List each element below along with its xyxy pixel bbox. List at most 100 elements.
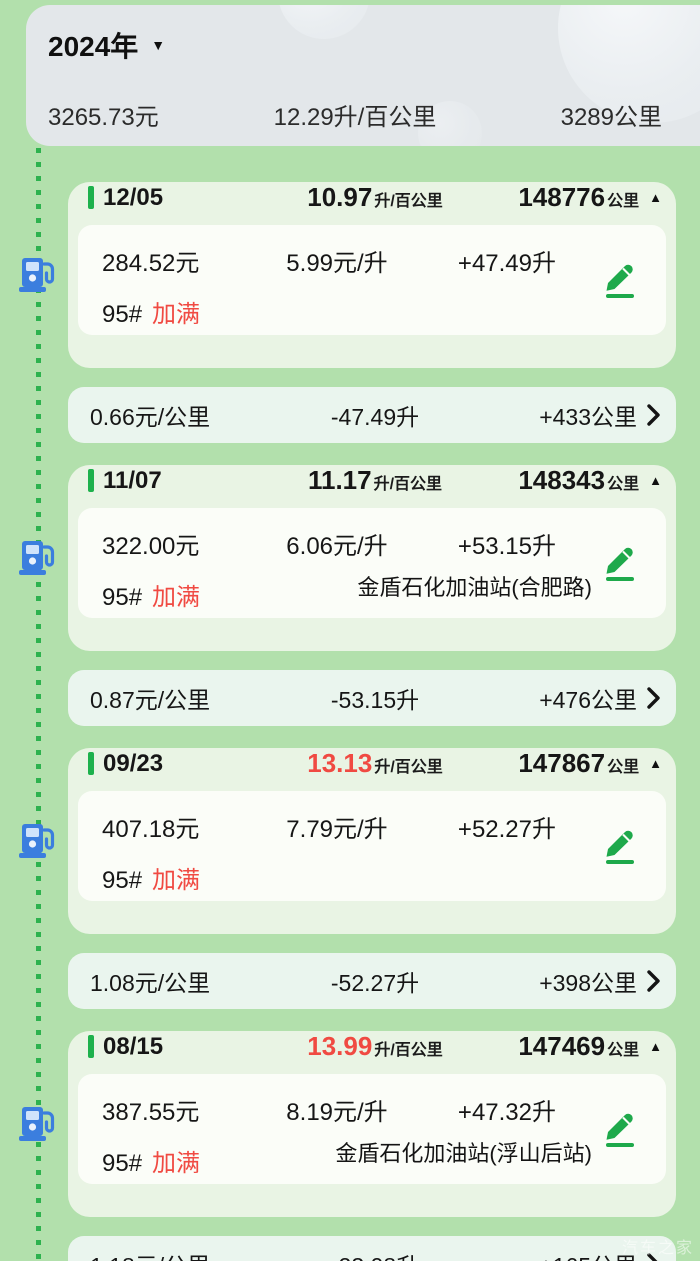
decor-bubble bbox=[418, 101, 482, 146]
record-card-header: 08/15 13.99 升/百公里 147469 公里 ▲ bbox=[68, 1031, 676, 1062]
record-card: 09/23 13.13 升/百公里 147867 公里 ▲ 407.18元 bbox=[68, 748, 676, 934]
record-card: 11/07 11.17 升/百公里 148343 公里 ▲ 322.00元 bbox=[68, 465, 676, 651]
record-card-header: 09/23 13.13 升/百公里 147867 公里 ▲ bbox=[68, 748, 676, 779]
fuel-used: -47.49升 bbox=[330, 404, 420, 430]
total-cost: 3265.73元 bbox=[48, 104, 159, 131]
distance-gain-wrap: +433公里 bbox=[539, 398, 660, 432]
distance-gain: +398公里 bbox=[539, 970, 637, 996]
distance-gain-wrap: +398公里 bbox=[539, 964, 660, 998]
collapse-toggle[interactable]: 148343 公里 ▲ bbox=[518, 465, 662, 496]
fill-cost: 284.52元 bbox=[102, 250, 200, 277]
fuel-added: +47.32升 bbox=[457, 1099, 556, 1126]
consumption-unit: 升/百公里 bbox=[374, 193, 443, 210]
chevron-right-icon bbox=[647, 1253, 658, 1261]
year-dropdown[interactable]: 2024年 ▼ bbox=[48, 25, 165, 65]
distance-gain: +433公里 bbox=[539, 404, 637, 430]
odometer-value: 148343 bbox=[518, 465, 606, 495]
record-date: 09/23 bbox=[88, 750, 163, 778]
fuel-record: 12/05 10.97 升/百公里 148776 公里 ▲ 284.52元 bbox=[19, 182, 676, 443]
fuel-record: 11/07 11.17 升/百公里 148343 公里 ▲ 322.00元 bbox=[19, 465, 676, 726]
record-consumption: 13.99 升/百公里 bbox=[307, 1031, 443, 1062]
caret-up-icon: ▲ bbox=[649, 190, 662, 205]
station-name: 金盾石化加油站(合肥路) bbox=[357, 575, 592, 600]
edit-record-button[interactable] bbox=[600, 819, 640, 865]
odometer-unit: 公里 bbox=[607, 759, 640, 776]
fuel-pump-icon bbox=[19, 820, 55, 860]
date-text: 11/07 bbox=[103, 466, 162, 494]
detail-row-amounts: 284.52元 5.99元/升 +47.49升 bbox=[102, 243, 642, 278]
total-distance: 3289公里 bbox=[560, 104, 662, 131]
consumption-value: 13.99 bbox=[307, 1031, 373, 1061]
collapse-toggle[interactable]: 147867 公里 ▲ bbox=[518, 748, 662, 779]
collapse-toggle[interactable]: 147469 公里 ▲ bbox=[518, 1031, 662, 1062]
detail-row-grade: 95# 加满 bbox=[102, 294, 642, 329]
distance-gain: +476公里 bbox=[539, 687, 637, 713]
consumption-value: 11.17 bbox=[307, 465, 372, 495]
record-consumption: 11.17 升/百公里 bbox=[308, 465, 442, 496]
record-footer-row[interactable]: 0.87元/公里 -53.15升 +476公里 bbox=[68, 670, 676, 726]
record-list: 12/05 10.97 升/百公里 148776 公里 ▲ 284.52元 bbox=[19, 160, 676, 1261]
record-card: 08/15 13.99 升/百公里 147469 公里 ▲ 387.55元 bbox=[68, 1031, 676, 1217]
caret-up-icon: ▲ bbox=[649, 473, 662, 488]
chevron-right-icon bbox=[647, 970, 660, 992]
odometer-value: 147469 bbox=[518, 1031, 606, 1061]
date-text: 09/23 bbox=[103, 749, 164, 777]
consumption-value: 10.97 bbox=[307, 182, 373, 212]
odometer-unit: 公里 bbox=[607, 193, 640, 210]
record-card-header: 12/05 10.97 升/百公里 148776 公里 ▲ bbox=[68, 182, 676, 213]
fill-type-badge: 加满 bbox=[152, 1150, 201, 1177]
odometer-unit: 公里 bbox=[607, 1042, 640, 1059]
date-text: 12/05 bbox=[103, 183, 164, 211]
consumption-unit: 升/百公里 bbox=[373, 476, 443, 493]
fill-type-badge: 加满 bbox=[152, 301, 201, 328]
decor-bubble bbox=[278, 5, 370, 39]
chevron-right-icon bbox=[647, 404, 660, 426]
consumption-value: 13.13 bbox=[307, 748, 373, 778]
cost-per-km: 0.87元/公里 bbox=[90, 687, 211, 713]
fill-type-badge: 加满 bbox=[152, 584, 201, 611]
record-consumption: 13.13 升/百公里 bbox=[307, 748, 443, 779]
consumption-unit: 升/百公里 bbox=[374, 759, 443, 776]
distance-gain-wrap: +476公里 bbox=[539, 681, 660, 715]
fuel-added: +53.15升 bbox=[457, 533, 556, 560]
consumption-unit: 升/百公里 bbox=[374, 1042, 443, 1059]
distance-gain: +165公里 bbox=[539, 1247, 637, 1261]
record-footer-row[interactable]: 1.18元/公里 -23.08升 +165公里 bbox=[68, 1236, 676, 1261]
caret-up-icon: ▲ bbox=[649, 1039, 662, 1054]
date-marker-bar bbox=[88, 469, 94, 492]
collapse-toggle[interactable]: 148776 公里 ▲ bbox=[518, 182, 662, 213]
fuel-record: 09/23 13.13 升/百公里 147867 公里 ▲ 407.18元 bbox=[19, 748, 676, 1009]
edit-record-button[interactable] bbox=[600, 536, 640, 582]
odometer-value: 148776 bbox=[518, 182, 606, 212]
unit-price: 8.19元/升 bbox=[286, 1099, 388, 1126]
timeline-rail bbox=[36, 148, 41, 1261]
detail-row-grade: 95# 加满 bbox=[102, 577, 642, 612]
fill-type-badge: 加满 bbox=[152, 867, 201, 894]
fuel-pump-icon bbox=[19, 1103, 55, 1143]
edit-record-button[interactable] bbox=[600, 1102, 640, 1148]
unit-price: 7.79元/升 bbox=[286, 816, 388, 843]
date-text: 08/15 bbox=[103, 1032, 164, 1060]
fuel-grade: 95# bbox=[102, 1150, 143, 1177]
detail-row-amounts: 387.55元 8.19元/升 +47.32升 bbox=[102, 1092, 642, 1127]
cost-per-km: 1.08元/公里 bbox=[90, 970, 211, 996]
fuel-used: -52.27升 bbox=[330, 970, 420, 996]
fuel-pump-icon bbox=[19, 254, 55, 294]
caret-up-icon: ▲ bbox=[649, 756, 662, 771]
odometer-unit: 公里 bbox=[607, 476, 640, 493]
distance-gain-wrap: +165公里 bbox=[539, 1247, 660, 1261]
edit-record-button[interactable] bbox=[600, 253, 640, 299]
fuel-grade: 95# bbox=[102, 301, 143, 328]
record-card: 12/05 10.97 升/百公里 148776 公里 ▲ 284.52元 bbox=[68, 182, 676, 368]
record-detail-panel: 387.55元 8.19元/升 +47.32升 95# 加满 金盾石化加油站(浮… bbox=[78, 1074, 666, 1184]
unit-price: 6.06元/升 bbox=[286, 533, 388, 560]
cost-per-km: 1.18元/公里 bbox=[90, 1247, 210, 1261]
record-footer-row[interactable]: 1.08元/公里 -52.27升 +398公里 bbox=[68, 953, 676, 1009]
year-label: 2024年 bbox=[48, 31, 139, 62]
detail-row-amounts: 322.00元 6.06元/升 +53.15升 bbox=[102, 526, 642, 561]
record-footer-row[interactable]: 0.66元/公里 -47.49升 +433公里 bbox=[68, 387, 676, 443]
fuel-grade: 95# bbox=[102, 584, 143, 611]
year-summary-row: 3265.73元 12.29升/百公里 3289公里 bbox=[26, 97, 700, 132]
fill-cost: 387.55元 bbox=[102, 1099, 200, 1126]
record-date: 12/05 bbox=[88, 184, 163, 212]
